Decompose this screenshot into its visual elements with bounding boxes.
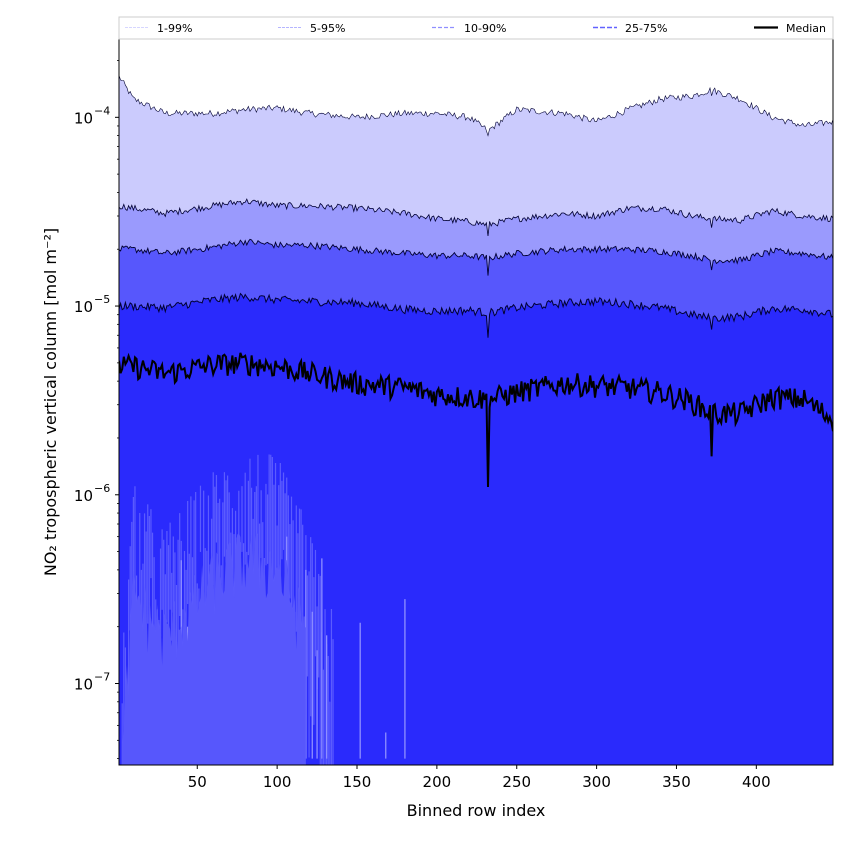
x-tick-label: 50	[188, 773, 207, 791]
x-tick-label: 350	[662, 773, 691, 791]
y-tick-exponent: −7	[94, 671, 110, 684]
x-tick-label: 250	[502, 773, 531, 791]
median-line	[119, 352, 833, 488]
legend-label: 25-75%	[625, 22, 667, 35]
legend-label: Median	[786, 22, 826, 35]
y-tick-exponent: −4	[94, 104, 110, 117]
legend-box	[118, 16, 834, 40]
y-tick-label: 10	[74, 109, 93, 127]
y-tick-label: 10	[74, 487, 93, 505]
legend-label: 5-95%	[310, 22, 345, 35]
y-tick-exponent: −5	[94, 293, 110, 306]
x-tick-label: 200	[423, 773, 452, 791]
low-percentile-spikes	[121, 454, 406, 765]
legend-label: 10-90%	[464, 22, 506, 35]
x-tick-label: 400	[742, 773, 771, 791]
plot-area	[119, 39, 833, 765]
p95-line	[119, 198, 833, 237]
x-tick-label: 150	[343, 773, 372, 791]
x-tick-label: 100	[263, 773, 292, 791]
y-tick-exponent: −6	[94, 482, 110, 495]
median-layer	[119, 352, 833, 488]
y-tick-label: 10	[74, 298, 93, 316]
legend-label: 1-99%	[157, 22, 192, 35]
y-axis: 10−710−610−510−4	[74, 60, 119, 760]
percentile-lines	[119, 75, 833, 338]
y-tick-label: 10	[74, 676, 93, 694]
x-tick-label: 300	[582, 773, 611, 791]
p99-line	[119, 75, 833, 137]
y-axis-label: NO₂ tropospheric vertical column [mol m⁻…	[41, 228, 60, 576]
p75-line	[119, 292, 833, 338]
x-axis-label: Binned row index	[407, 801, 546, 820]
legend: 1-99% 5-95% 10-90% 25-75% Median	[118, 16, 834, 40]
x-axis: 50 100 150 200 250 300 350 400	[188, 765, 771, 791]
p90-line	[119, 238, 833, 276]
low-band-5-95	[122, 532, 306, 765]
